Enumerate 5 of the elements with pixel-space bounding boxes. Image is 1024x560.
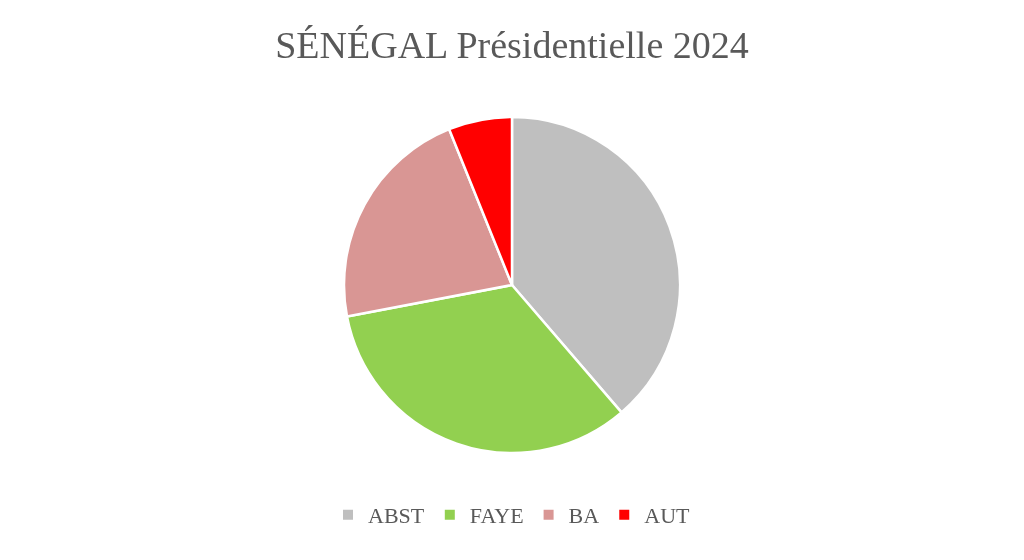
legend-label: FAYE: [469, 503, 524, 529]
legend-label: ABST: [368, 503, 425, 529]
legend-label: AUT: [644, 503, 691, 529]
legend-label: BA: [568, 503, 600, 529]
chart-title: SÉNÉGAL Présidentielle 2024: [275, 24, 749, 67]
